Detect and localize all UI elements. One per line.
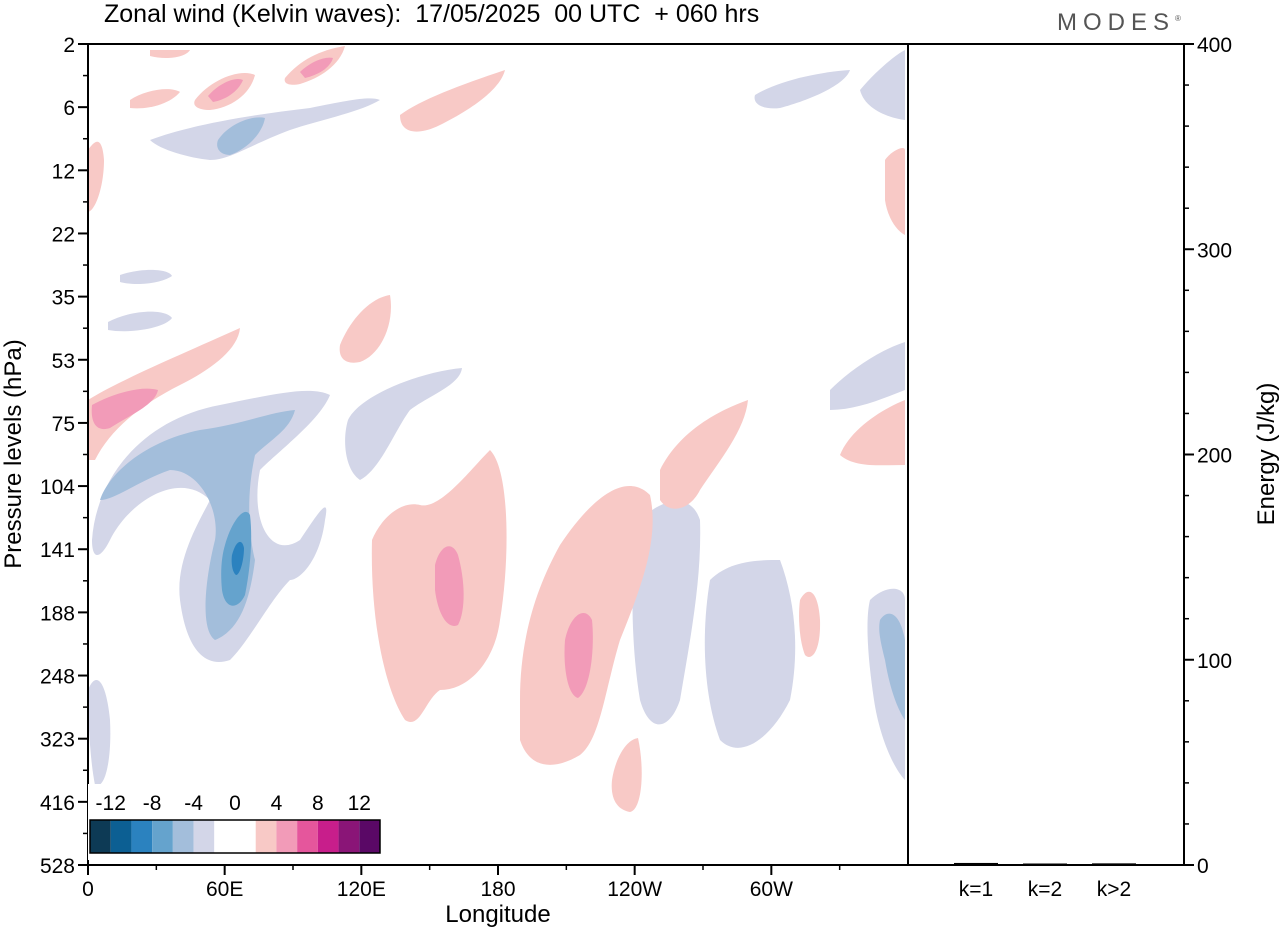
colorbar-swatch (338, 820, 360, 853)
y-tick-label: 104 (40, 476, 75, 499)
energy-bar (954, 862, 998, 865)
colorbar-swatch (172, 820, 194, 853)
contour-positive (130, 89, 180, 109)
energy-bars: k=1 k=2 k>2 (954, 862, 1136, 901)
contour-negative (754, 70, 850, 109)
colorbar-label: 8 (312, 792, 324, 815)
colorbar-label: 0 (229, 792, 241, 815)
energy-axis: 0 100 200 300 400 (1184, 34, 1232, 878)
contour-positive (660, 400, 748, 509)
colorbar-label: 12 (348, 792, 371, 815)
longitude-axis: 0 60E 120E 180 120W 60W (82, 865, 841, 901)
colorbar-swatch (131, 820, 153, 853)
contour-negative (217, 117, 265, 155)
colorbar-swatch (152, 820, 173, 853)
y-tick-label: 416 (40, 792, 75, 815)
contour-negative (150, 98, 380, 160)
registered-mark-icon: ® (1175, 14, 1181, 23)
y-tick-label: 6 (63, 97, 75, 120)
colorbar-swatch (110, 820, 132, 853)
y-tick-label: 141 (40, 539, 75, 562)
contour-positive (435, 546, 464, 626)
energy-tick-label: 0 (1197, 855, 1209, 878)
brand-text: MODES (1057, 9, 1176, 36)
colorbar-swatch (297, 820, 318, 853)
y-tick-label: 35 (52, 287, 75, 310)
x-axis-title: Longitude (445, 901, 550, 928)
energy-category-label: k=2 (1028, 878, 1062, 901)
y-tick-label: 12 (52, 160, 75, 183)
energy-tick-label: 400 (1197, 34, 1232, 57)
contour-positive (91, 388, 158, 430)
energy-plot-frame (907, 43, 1185, 866)
colorbar-swatch (255, 820, 277, 853)
contour-negative (632, 501, 701, 725)
y-axis-title: Pressure levels (hPa) (0, 339, 27, 568)
y-tick-label: 323 (40, 729, 75, 752)
colorbar-frame (89, 819, 381, 854)
contour-negative (120, 269, 172, 284)
y-tick-label: 188 (40, 602, 75, 625)
contour-negative (345, 368, 462, 480)
contour-negative (88, 680, 111, 786)
contour-positive (400, 70, 505, 132)
energy-tick-label: 100 (1197, 650, 1232, 673)
brand-logo: MODES® (1057, 9, 1181, 37)
colorbar-swatch (193, 820, 215, 853)
colorbar-label: -12 (96, 792, 126, 815)
contour-positive (611, 738, 642, 812)
x-tick-label: 120W (607, 878, 662, 901)
contour-positive (88, 328, 240, 460)
colorbar-label: -4 (184, 792, 203, 815)
y-tick-label: 53 (52, 350, 75, 373)
energy-axis-title: Energy (J/kg) (1253, 383, 1280, 526)
y-tick-label: 2 (63, 34, 75, 57)
x-tick-label: 60W (750, 878, 793, 901)
energy-category-label: k>2 (1097, 878, 1131, 901)
pressure-axis: 2 6 12 22 35 53 75 104 141 188 248 323 416 528 (40, 34, 88, 878)
y-tick-label: 22 (52, 223, 75, 246)
contour-negative (231, 541, 244, 575)
x-tick-label: 120E (337, 878, 386, 901)
energy-tick-label: 300 (1197, 239, 1232, 262)
energy-bar (1092, 863, 1136, 865)
contour-negative (860, 50, 905, 120)
energy-tick-label: 200 (1197, 445, 1232, 468)
contour-negative (830, 342, 905, 410)
x-tick-label: 180 (480, 878, 515, 901)
contour-positive (564, 612, 593, 698)
contour-positive (150, 50, 190, 58)
y-tick-label: 248 (40, 666, 75, 689)
contour-positive (799, 591, 821, 657)
colorbar-label: -8 (143, 792, 162, 815)
x-tick-label: 0 (82, 878, 94, 901)
contour-negative (704, 560, 796, 748)
colorbar-label: 4 (271, 792, 283, 815)
contour-positive (885, 148, 905, 235)
colorbar: -12 -8 -4 0 4 8 12 (89, 792, 381, 854)
heatmap-field (88, 46, 905, 812)
y-tick-label: 528 (40, 855, 75, 878)
contour-negative (108, 311, 172, 332)
contour-positive (300, 57, 333, 78)
colorbar-swatch (317, 820, 339, 853)
contour-negative (879, 613, 905, 720)
colorbar-swatch (90, 820, 111, 853)
colorbar-swatch (276, 820, 298, 853)
contour-positive (88, 141, 104, 212)
y-tick-label: 75 (52, 413, 75, 436)
energy-bar (1023, 863, 1067, 865)
colorbar-swatch (214, 820, 235, 853)
colorbar-swatch (235, 820, 256, 853)
contour-positive (208, 78, 243, 102)
contour-positive (339, 295, 391, 363)
chart-title: Zonal wind (Kelvin waves): 17/05/2025 00… (104, 0, 760, 28)
x-tick-label: 60E (206, 878, 243, 901)
colorbar-swatch (359, 820, 380, 853)
contour-positive (840, 400, 905, 466)
energy-category-label: k=1 (959, 878, 993, 901)
